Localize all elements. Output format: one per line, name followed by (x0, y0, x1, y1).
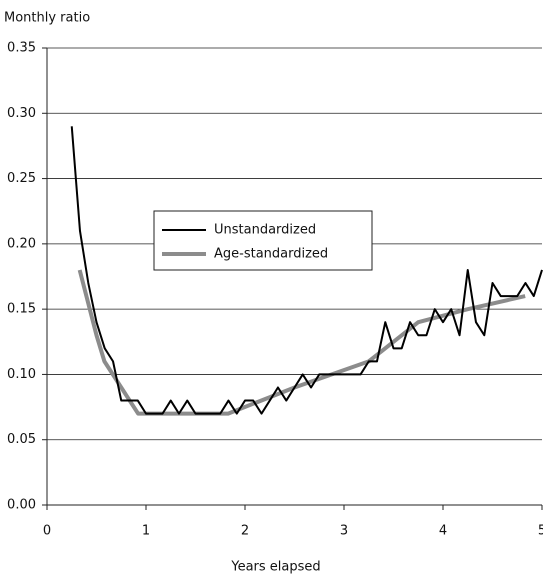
y-tick-label: 0.05 (7, 432, 36, 447)
line-series (77, 269, 526, 416)
x-tick-label: 0 (43, 524, 51, 539)
y-tick-label: 0.00 (7, 498, 36, 513)
x-tick-label: 5 (538, 524, 543, 539)
x-tick-label: 4 (439, 524, 447, 539)
y-tick-label: 0.20 (7, 236, 36, 251)
y-tick-label: 0.30 (7, 106, 36, 121)
y-tick-label: 0.25 (7, 171, 36, 186)
line-series (70, 126, 543, 415)
x-tick-label: 3 (340, 524, 348, 539)
y-tick-label: 0.10 (7, 367, 36, 382)
y-tick-label: 0.35 (7, 41, 36, 56)
legend-box (153, 210, 373, 271)
legend-label: Unstandardized (214, 223, 316, 238)
chart-title: Monthly ratio (4, 11, 90, 26)
y-tick-label: 0.15 (7, 302, 36, 317)
x-tick-label: 1 (142, 524, 150, 539)
x-tick-label: 2 (241, 524, 249, 539)
x-axis-label: Years elapsed (230, 560, 320, 575)
legend-label: Age-standardized (214, 247, 328, 262)
